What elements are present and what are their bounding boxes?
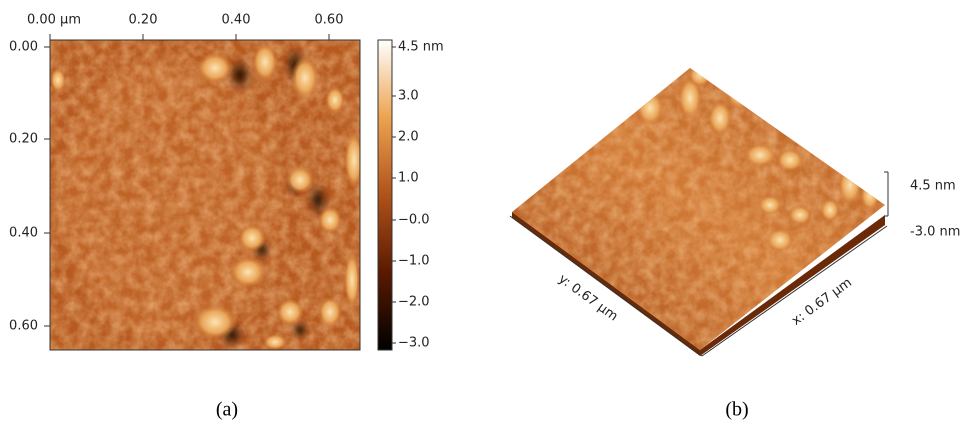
surface-bump bbox=[758, 195, 782, 215]
afm-3d bbox=[510, 63, 888, 356]
afm-map bbox=[50, 40, 364, 350]
colorbar bbox=[378, 40, 392, 350]
surface-bump bbox=[820, 198, 840, 222]
colorbar-tick-label: 1.0 bbox=[398, 171, 419, 186]
y-tick-label: 0.60 bbox=[9, 319, 38, 334]
surface-bump bbox=[798, 128, 822, 152]
surface-bump bbox=[744, 143, 776, 167]
surface-bump bbox=[776, 148, 804, 172]
colorbar-tick-label: −3.0 bbox=[398, 336, 430, 351]
colorbar-tick-label: −1.0 bbox=[398, 254, 430, 269]
bump bbox=[325, 86, 345, 114]
colorbar-tick-label: 4.5 nm bbox=[398, 40, 444, 55]
surface-bump bbox=[838, 165, 862, 205]
bump bbox=[276, 298, 304, 326]
y-tick-label: 0.00 bbox=[9, 40, 38, 55]
surface-bump bbox=[726, 81, 754, 109]
x-tick-label: 0.00 µm bbox=[27, 13, 81, 28]
bump bbox=[291, 56, 319, 100]
bump bbox=[318, 206, 342, 234]
colorbar-tick-label: 2.0 bbox=[398, 130, 419, 145]
bump bbox=[318, 296, 342, 328]
z-bottom-label: -3.0 nm bbox=[910, 225, 960, 240]
x-tick-label: 0.60 bbox=[315, 13, 344, 28]
bump bbox=[344, 130, 364, 190]
bump bbox=[238, 224, 266, 252]
surface-bump bbox=[708, 100, 732, 136]
x-tick-label: 0.20 bbox=[129, 13, 158, 28]
bump bbox=[193, 304, 237, 340]
bump bbox=[263, 334, 287, 350]
colorbar-tick-label: −0.0 bbox=[398, 213, 430, 228]
bump bbox=[197, 52, 233, 84]
y-tick-label: 0.40 bbox=[9, 226, 38, 241]
caption-a: (a) bbox=[216, 399, 238, 421]
bump bbox=[286, 166, 314, 194]
z-top-label: 4.5 nm bbox=[910, 179, 956, 194]
colorbar-tick-label: 3.0 bbox=[398, 89, 419, 104]
x-tick-label: 0.40 bbox=[222, 13, 251, 28]
surface-bump bbox=[688, 63, 712, 87]
bump bbox=[230, 256, 266, 288]
figure: 4.5 nm -3.0 nm y: 0.67 µm x: 0.67 µm (a)… bbox=[0, 0, 971, 435]
surface-bump bbox=[860, 179, 880, 211]
surface-bump bbox=[636, 90, 664, 126]
colorbar-tick-label: −2.0 bbox=[398, 295, 430, 310]
caption-b: (b) bbox=[725, 399, 748, 421]
surface-bump bbox=[788, 205, 812, 225]
surface-bump bbox=[766, 228, 794, 252]
y-tick-label: 0.20 bbox=[9, 132, 38, 147]
bump bbox=[252, 42, 278, 82]
bump bbox=[50, 68, 66, 92]
bump bbox=[344, 250, 360, 310]
